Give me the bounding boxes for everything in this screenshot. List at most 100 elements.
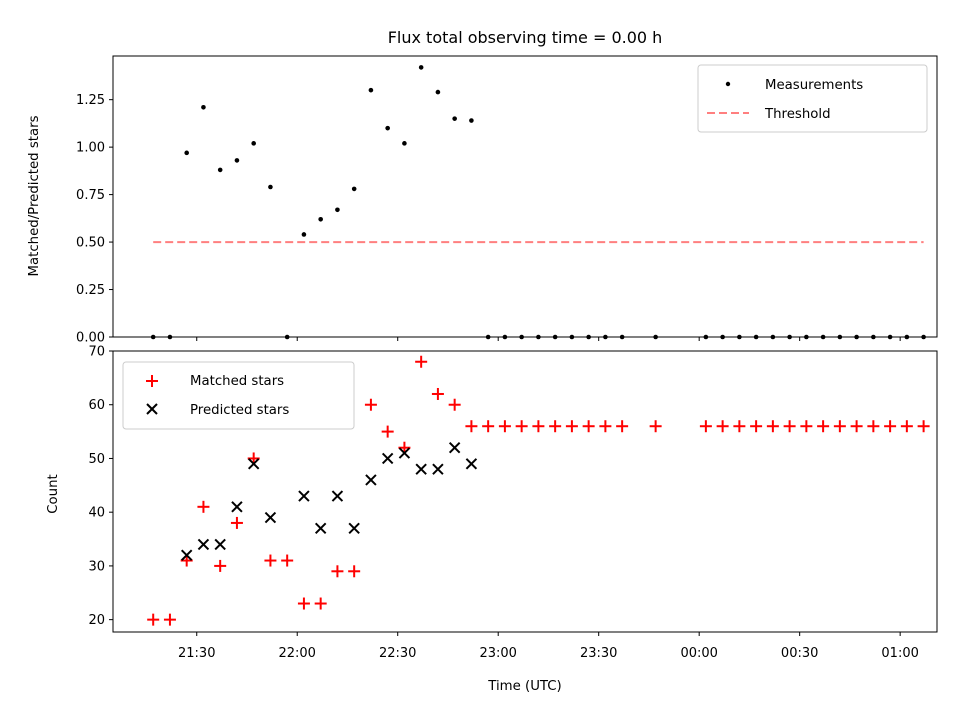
- matched-star-point: [515, 420, 528, 433]
- matched-star-point: [549, 420, 562, 433]
- matched-star-point: [582, 420, 595, 433]
- measurement-point: [368, 87, 374, 93]
- top-y-tick-label: 0.00: [76, 331, 105, 346]
- measurement-point: [469, 118, 474, 123]
- matched-star-point: [415, 355, 428, 368]
- matched-star-point: [532, 420, 545, 433]
- predicted-star-point: [432, 463, 444, 475]
- matched-star-point: [163, 613, 176, 626]
- top-legend-box: [697, 64, 928, 133]
- measurement-point: [318, 216, 323, 222]
- matched-star-point: [147, 613, 160, 626]
- legend-measurements-label: Measurements: [765, 78, 863, 93]
- bottom-y-tick-label: 40: [88, 506, 105, 521]
- matched-star-point: [900, 420, 913, 433]
- measurement-point: [452, 116, 457, 121]
- predicted-star-point: [231, 501, 243, 513]
- matched-star-point: [850, 420, 863, 433]
- matched-star-point: [498, 420, 511, 433]
- matched-star-point: [833, 420, 846, 433]
- top-y-tick-label: 0.25: [76, 283, 105, 298]
- predicted-star-point: [298, 490, 310, 502]
- top-y-tick-label: 1.25: [76, 93, 105, 108]
- predicted-star-point: [448, 442, 461, 454]
- measurement-point: [251, 141, 256, 146]
- top-legend: Measurements Threshold: [697, 64, 928, 133]
- matched-star-point: [565, 420, 578, 433]
- top-y-tick-label: 0.75: [76, 188, 105, 203]
- predicted-star-point: [415, 463, 427, 475]
- bottom-legend: Matched stars Predicted stars: [122, 361, 355, 430]
- legend-measurements-marker: [725, 81, 731, 87]
- bottom-axes-frame: [112, 350, 938, 633]
- matched-star-point: [800, 420, 813, 433]
- top-plot-area: 0.00 0.25 0.50 0.75 1.00 1.25: [76, 65, 926, 346]
- bottom-legend-box: [122, 361, 355, 430]
- measurement-point: [351, 186, 357, 192]
- matched-star-point: [733, 420, 746, 433]
- matched-star-point: [431, 387, 444, 400]
- matched-star-point: [214, 559, 227, 572]
- predicted-star-point: [348, 522, 360, 535]
- predicted-star-point: [264, 511, 277, 524]
- bottom-y-tick-label: 30: [88, 559, 105, 574]
- measurement-point: [335, 207, 340, 213]
- matched-star-point: [297, 597, 310, 610]
- top-axes-frame: [112, 55, 938, 338]
- measurement-point: [418, 65, 424, 70]
- matched-star-point: [197, 500, 210, 513]
- matched-star-point: [264, 554, 277, 567]
- x-tick-label: 22:30: [379, 646, 416, 661]
- x-tick-label: 00:00: [680, 646, 717, 661]
- x-tick-label: 23:00: [479, 646, 516, 661]
- top-y-axis-label: Matched/Predicted stars: [27, 115, 42, 276]
- matched-star-point: [750, 420, 763, 433]
- legend-matched-marker: [146, 375, 158, 387]
- legend-predicted-label: Predicted stars: [190, 403, 289, 418]
- measurement-point: [301, 232, 307, 237]
- measurement-point: [217, 167, 223, 173]
- bottom-y-tick-label: 60: [88, 398, 105, 413]
- predicted-star-point: [381, 452, 394, 465]
- matched-star-point: [616, 420, 629, 433]
- top-chart-title: Flux total observing time = 0.00 h: [388, 28, 663, 47]
- predicted-star-point: [465, 458, 478, 470]
- matched-star-point: [649, 420, 662, 433]
- x-tick-label: 23:30: [580, 646, 617, 661]
- matched-star-point: [364, 398, 377, 411]
- bottom-y-axis-label: Count: [46, 474, 61, 514]
- matched-star-point: [381, 425, 394, 438]
- measurement-point: [184, 150, 189, 156]
- matched-star-point: [348, 565, 361, 578]
- predicted-star-point: [214, 538, 226, 551]
- matched-star-point: [783, 420, 796, 433]
- matched-star-point: [766, 420, 779, 433]
- top-panel: Flux total observing time = 0.00 h Match…: [27, 28, 938, 346]
- matched-star-point: [817, 420, 830, 433]
- x-axis-label: Time (UTC): [487, 679, 562, 694]
- measurement-point: [201, 104, 206, 110]
- bottom-y-tick-label: 20: [88, 613, 105, 628]
- predicted-star-point: [314, 522, 327, 535]
- matched-star-point: [867, 420, 880, 433]
- predicted-star-point: [365, 474, 377, 486]
- bottom-y-tick-label: 70: [88, 345, 105, 360]
- x-tick-label: 21:30: [178, 646, 215, 661]
- predicted-star-point: [247, 458, 260, 470]
- predicted-star-point: [180, 549, 193, 561]
- x-tick-label: 00:30: [781, 646, 818, 661]
- matched-star-point: [331, 565, 344, 578]
- matched-star-point: [465, 420, 478, 433]
- matched-star-point: [314, 597, 327, 610]
- top-y-tick-label: 1.00: [76, 141, 105, 156]
- matched-star-point: [599, 420, 612, 433]
- matched-star-point: [281, 554, 294, 567]
- x-tick-label: 22:00: [278, 646, 315, 661]
- measurement-point: [385, 125, 390, 131]
- x-tick-label: 01:00: [881, 646, 918, 661]
- matched-star-point: [917, 420, 930, 433]
- bottom-plot-area: 20 30 40 50 60 70 21:30 22:00 22:30 23:00 23:30 00:…: [88, 345, 930, 661]
- predicted-star-point: [197, 538, 210, 551]
